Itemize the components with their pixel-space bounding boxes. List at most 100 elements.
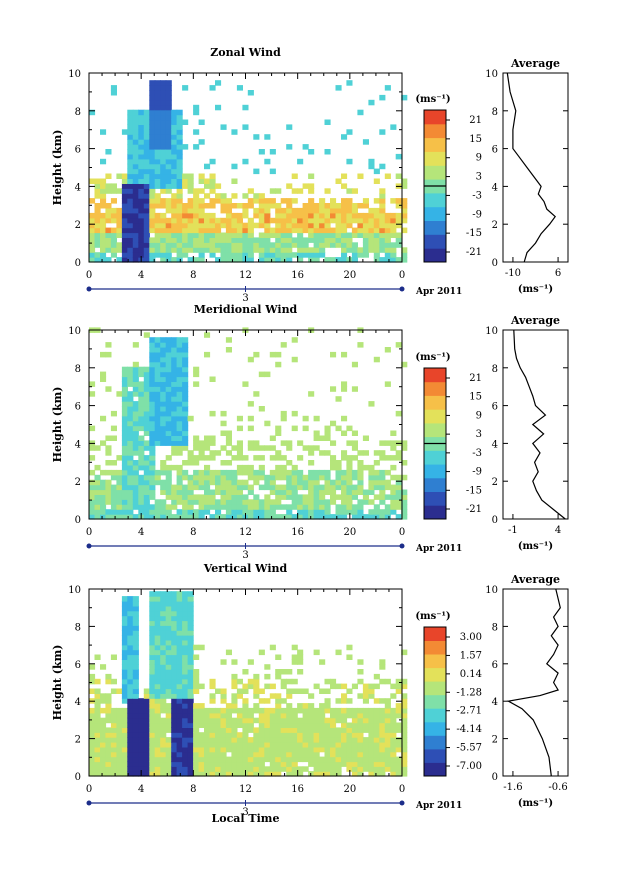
- heatmap-cell: [346, 247, 353, 253]
- heatmap-cell: [94, 499, 101, 505]
- heatmap-cell: [341, 198, 348, 204]
- heatmap-cell: [121, 242, 128, 248]
- heatmap-cell: [286, 212, 293, 219]
- heatmap-cell: [127, 615, 134, 622]
- heatmap-cell: [143, 751, 150, 758]
- heatmap-cell: [110, 237, 117, 243]
- heatmap-cell: [286, 237, 293, 243]
- heatmap-cell: [187, 203, 194, 209]
- heatmap-cell: [330, 207, 337, 214]
- heatmap-cell: [242, 703, 249, 709]
- heatmap-cell: [94, 688, 101, 694]
- heatmap-cell: [351, 771, 358, 777]
- heatmap-cell: [313, 727, 320, 733]
- heatmap-cell: [143, 430, 150, 436]
- heatmap-cell: [176, 173, 183, 179]
- heatmap-cell: [319, 499, 326, 505]
- heatmap-cell: [330, 771, 337, 777]
- heatmap-cell: [351, 455, 358, 461]
- heatmap-cell: [330, 742, 337, 748]
- heatmap-cell: [182, 688, 189, 694]
- heatmap-cell: [362, 737, 369, 743]
- heatmap-cell: [373, 198, 380, 204]
- heatmap-cell: [401, 227, 408, 234]
- heatmap-cell: [362, 688, 369, 694]
- heatmap-cell: [116, 771, 123, 777]
- heatmap-cell: [280, 415, 287, 422]
- heatmap-cell: [390, 232, 397, 238]
- heatmap-cell: [187, 455, 194, 461]
- colorbar-tick-label: 21: [469, 373, 482, 384]
- heatmap-cell: [105, 771, 112, 777]
- heatmap-cell: [149, 742, 156, 748]
- heatmap-cell: [242, 479, 249, 486]
- heatmap-cell: [341, 252, 348, 258]
- heatmap-cell: [373, 257, 380, 263]
- heatmap-cell: [160, 410, 167, 417]
- heatmap-cell: [269, 504, 276, 510]
- heatmap-cell: [368, 499, 375, 505]
- heatmap-cell: [160, 440, 167, 446]
- heatmap-cell: [319, 722, 326, 728]
- heatmap-cell: [154, 499, 161, 505]
- heatmap-cell: [138, 450, 145, 456]
- heatmap-cell: [215, 717, 222, 724]
- heatmap-cell: [286, 144, 293, 150]
- heatmap-cell: [127, 415, 134, 422]
- heatmap-cell: [253, 766, 260, 772]
- heatmap-cell: [335, 514, 342, 520]
- heatmap-cell: [390, 242, 397, 248]
- heatmap-cell: [209, 732, 216, 738]
- heatmap-cell: [242, 494, 249, 500]
- heatmap-cell: [165, 751, 172, 758]
- heatmap-cell: [390, 227, 397, 234]
- heatmap-cell: [220, 484, 227, 491]
- heatmap-cell: [280, 469, 287, 476]
- heatmap-cell: [149, 732, 156, 738]
- heatmap-cell: [171, 144, 178, 150]
- heatmap-cell: [204, 499, 211, 505]
- heatmap-cell: [264, 371, 271, 378]
- heatmap-cell: [395, 683, 402, 690]
- heatmap-cell: [225, 212, 232, 219]
- heatmap-cell: [236, 717, 243, 724]
- heatmap-cell: [193, 217, 200, 224]
- heatmap-cell: [209, 227, 216, 234]
- heatmap-cell: [138, 504, 145, 510]
- heatmap-cell: [132, 420, 139, 427]
- heatmap-cell: [264, 198, 271, 204]
- heatmap-cell: [182, 376, 189, 382]
- heatmap-cell: [269, 683, 276, 690]
- heatmap-cell: [204, 193, 211, 199]
- heatmap-cell: [132, 722, 139, 728]
- heatmap-cell: [143, 415, 150, 422]
- heatmap-cell: [187, 766, 194, 772]
- heatmap-cell: [116, 746, 123, 753]
- heatmap-cell: [324, 237, 331, 243]
- heatmap-cell: [132, 168, 139, 175]
- heatmap-cell: [269, 742, 276, 748]
- heatmap-cell: [121, 664, 128, 670]
- heatmap-cell: [346, 188, 353, 194]
- heatmap-cell: [198, 742, 205, 748]
- heatmap-cell: [138, 396, 145, 402]
- heatmap-cell: [160, 484, 167, 491]
- heatmap-cell: [138, 198, 145, 204]
- heatmap-cell: [160, 342, 167, 348]
- heatmap-cell: [362, 203, 369, 209]
- heatmap-cell: [127, 464, 134, 471]
- heatmap-cell: [335, 469, 342, 476]
- average-profile-line: [506, 72, 557, 263]
- heatmap-cell: [165, 391, 172, 397]
- heatmap-cell: [149, 99, 156, 106]
- heatmap-cell: [346, 207, 353, 214]
- heatmap-cell: [302, 751, 309, 758]
- heatmap-cell: [89, 445, 96, 451]
- heatmap-cell: [357, 771, 364, 777]
- colorbar-tick-label: 9: [476, 153, 482, 164]
- heatmap-cell: [171, 134, 178, 140]
- heatmap-cell: [209, 698, 216, 704]
- heatmap-cell: [138, 761, 145, 767]
- heatmap-cell: [384, 751, 391, 758]
- colorbar-segment: [424, 762, 446, 777]
